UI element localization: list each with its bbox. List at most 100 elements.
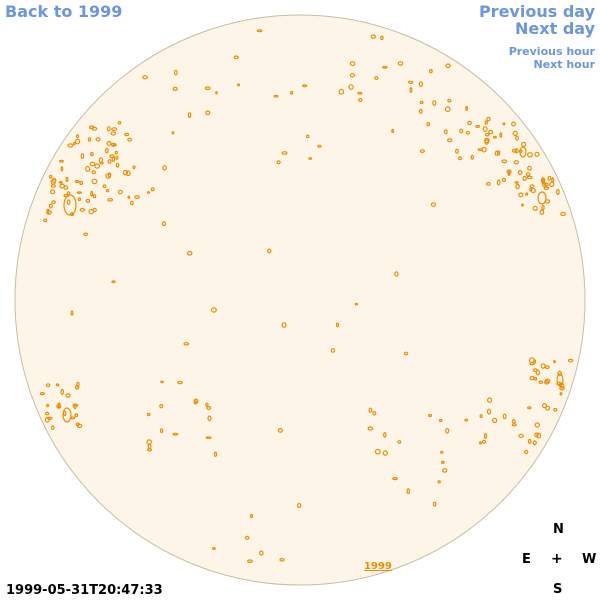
contour-speck bbox=[486, 116, 491, 122]
contour-speck bbox=[481, 439, 487, 444]
contour-speck bbox=[107, 159, 112, 164]
contour-speck bbox=[409, 87, 413, 93]
contour-speck bbox=[330, 348, 336, 353]
contour-speck bbox=[408, 80, 414, 85]
contour-speck bbox=[76, 381, 80, 388]
contour-speck bbox=[150, 187, 155, 192]
contour-speck bbox=[77, 197, 82, 202]
contour-speck bbox=[532, 205, 538, 211]
contour-speck bbox=[98, 157, 104, 164]
contour-loop bbox=[63, 194, 77, 216]
previous-day-link[interactable]: Previous day bbox=[478, 2, 595, 21]
contour-speck bbox=[207, 415, 212, 422]
contour-speck bbox=[117, 120, 122, 125]
observation-timestamp: 1999-05-31T20:47:33 bbox=[6, 583, 163, 598]
contour-speck bbox=[338, 88, 345, 95]
contour-speck bbox=[544, 379, 550, 385]
compass-center-mark: + bbox=[551, 551, 563, 567]
contour-speck bbox=[392, 477, 398, 481]
contour-speck bbox=[102, 184, 107, 189]
contour-speck bbox=[440, 460, 445, 464]
contour-speck bbox=[127, 137, 133, 142]
contour-speck bbox=[357, 91, 363, 95]
contour-speck bbox=[437, 480, 441, 484]
contour-speck bbox=[518, 433, 524, 438]
contour-speck bbox=[521, 203, 524, 207]
back-to-year-link[interactable]: Back to 1999 bbox=[5, 2, 123, 21]
contour-speck bbox=[132, 165, 136, 170]
year-link[interactable]: 1999 bbox=[364, 561, 392, 572]
contour-speck bbox=[279, 557, 285, 562]
contour-speck bbox=[302, 84, 308, 88]
contour-speck bbox=[111, 156, 116, 162]
contour-speck bbox=[183, 342, 190, 346]
contour-speck bbox=[447, 98, 452, 103]
contour-speck bbox=[74, 413, 79, 418]
contour-speck bbox=[372, 410, 377, 416]
contour-speck bbox=[44, 411, 50, 416]
contour-speck bbox=[482, 126, 488, 133]
contour-speck bbox=[335, 322, 340, 328]
contour-speck bbox=[368, 407, 373, 413]
contour-speck bbox=[46, 403, 50, 408]
contour-speck bbox=[281, 151, 288, 155]
contour-speck bbox=[467, 120, 472, 126]
next-day-link[interactable]: Next day bbox=[515, 19, 595, 38]
contour-speck bbox=[560, 211, 566, 217]
contour-speck bbox=[543, 186, 550, 190]
contour-speck bbox=[267, 248, 272, 254]
contour-speck bbox=[540, 363, 546, 369]
contour-loop bbox=[519, 146, 527, 158]
contour-speck bbox=[110, 131, 117, 136]
next-hour-link[interactable]: Next hour bbox=[533, 58, 596, 71]
contour-speck bbox=[57, 402, 61, 408]
contour-speck bbox=[48, 174, 53, 179]
contour-speck bbox=[567, 358, 574, 363]
contour-speck bbox=[559, 391, 563, 396]
contour-speck bbox=[432, 100, 437, 106]
contour-speck bbox=[107, 198, 113, 202]
contour-speck bbox=[87, 137, 92, 142]
contour-speck bbox=[76, 423, 83, 429]
contour-speck bbox=[60, 166, 64, 172]
contour-speck bbox=[383, 432, 387, 438]
contour-speck bbox=[511, 423, 517, 427]
contour-speck bbox=[85, 165, 91, 172]
contour-speck bbox=[525, 192, 529, 196]
contour-speck bbox=[258, 550, 264, 556]
contour-speck bbox=[557, 370, 563, 377]
compass-south-label: S bbox=[553, 582, 563, 597]
contour-speck bbox=[305, 134, 310, 139]
contour-speck bbox=[51, 200, 56, 205]
contour-speck bbox=[529, 375, 535, 381]
contour-speck bbox=[111, 280, 116, 284]
contour-speck bbox=[79, 180, 84, 186]
contour-speck bbox=[382, 450, 388, 456]
contour-speck bbox=[80, 153, 85, 160]
contour-speck bbox=[204, 86, 211, 91]
contour-speck bbox=[115, 155, 119, 160]
contour-speck bbox=[193, 398, 199, 404]
contour-speck bbox=[79, 207, 86, 212]
contour-speck bbox=[418, 81, 424, 87]
contour-speck bbox=[559, 386, 565, 391]
contour-speck bbox=[205, 110, 211, 116]
contour-speck bbox=[534, 151, 540, 157]
contour-speck bbox=[213, 451, 218, 457]
contour-speck bbox=[159, 404, 164, 409]
contour-speck bbox=[540, 177, 546, 184]
contour-speck bbox=[162, 165, 167, 171]
previous-hour-link[interactable]: Previous hour bbox=[508, 45, 595, 58]
contour-speck bbox=[72, 141, 76, 146]
contour-speck bbox=[553, 360, 556, 364]
contour-speck bbox=[94, 163, 101, 169]
contour-speck bbox=[514, 181, 519, 184]
contour-speck bbox=[63, 410, 67, 417]
contour-speck bbox=[76, 191, 82, 195]
contour-speck bbox=[50, 178, 57, 185]
contour-speck bbox=[496, 150, 501, 156]
contour-speck bbox=[172, 432, 179, 436]
contour-speck bbox=[511, 148, 518, 153]
contour-speck bbox=[539, 209, 545, 215]
